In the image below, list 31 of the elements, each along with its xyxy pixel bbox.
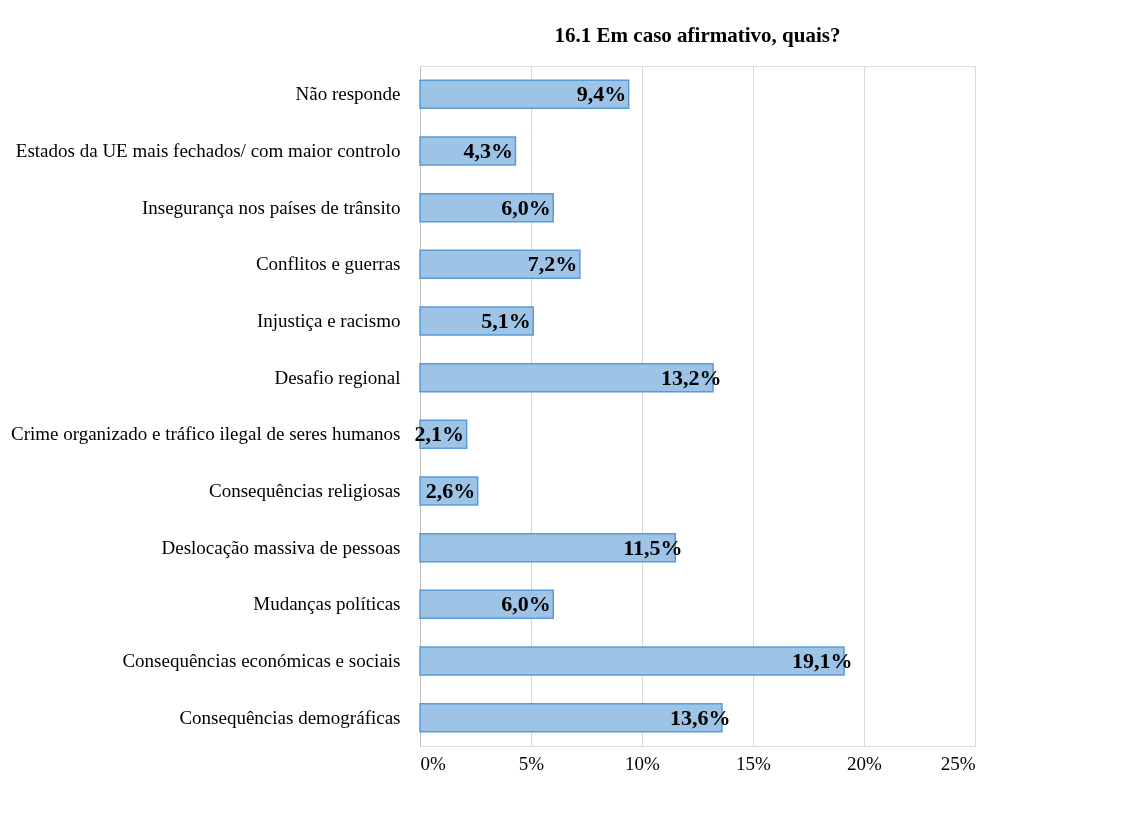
data-label: 6,0% bbox=[501, 194, 551, 220]
y-tick-label: Estados da UE mais fechados/ com maior controlo bbox=[15, 140, 401, 161]
x-tick-label: 10% bbox=[625, 752, 661, 774]
y-tick-label: Conflitos e guerras bbox=[255, 253, 401, 275]
data-label: 11,5% bbox=[623, 534, 683, 560]
data-label: 4,3% bbox=[463, 138, 513, 163]
y-tick-label: Injustiça e racismo bbox=[256, 310, 401, 331]
x-tick-label: 5% bbox=[518, 752, 545, 774]
data-label: 7,2% bbox=[527, 251, 578, 277]
data-label: 19,1% bbox=[792, 648, 853, 673]
data-label: 9,4% bbox=[576, 81, 627, 107]
y-tick-label: Não responde bbox=[295, 83, 401, 105]
data-label: 5,1% bbox=[481, 308, 531, 333]
y-tick-label: Deslocação massiva de pessoas bbox=[161, 536, 401, 558]
data-label: 2,1% bbox=[414, 421, 465, 447]
chart-title: 16.1 Em caso afirmativo, quais? bbox=[554, 23, 841, 47]
data-label: 13,6% bbox=[669, 704, 731, 730]
data-label: 13,2% bbox=[661, 364, 722, 390]
y-tick-label: Desafio regional bbox=[274, 366, 401, 388]
data-label: 6,0% bbox=[501, 591, 551, 617]
y-tick-label: Insegurança nos países de trânsito bbox=[141, 196, 401, 218]
y-tick-label: Crime organizado e tráfico ilegal de seres humanos bbox=[10, 423, 401, 445]
y-tick-label: Consequências religiosas bbox=[208, 480, 401, 501]
x-tick-label: 20% bbox=[847, 752, 883, 774]
data-label: 2,6% bbox=[425, 478, 476, 503]
x-tick-label: 25% bbox=[940, 752, 976, 774]
y-tick-label: Consequências económicas e sociais bbox=[122, 650, 401, 671]
y-tick-label: Mudanças políticas bbox=[253, 593, 401, 615]
x-tick-label: 15% bbox=[736, 752, 772, 774]
y-tick-label: Consequências demográficas bbox=[179, 706, 401, 728]
x-tick-label: 0% bbox=[420, 752, 446, 774]
